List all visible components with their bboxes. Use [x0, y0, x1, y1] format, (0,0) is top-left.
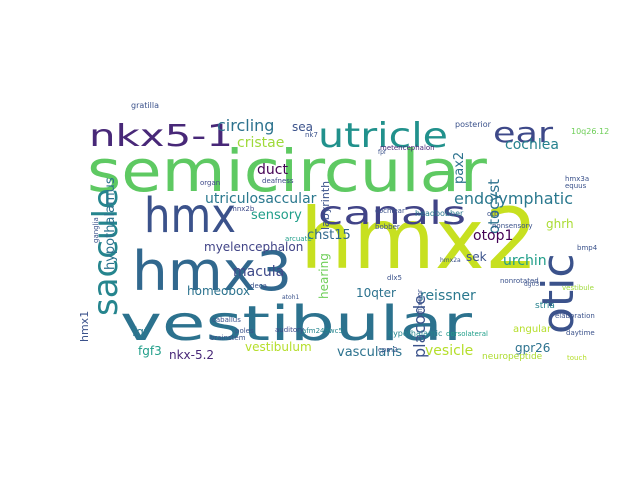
- cloud-word: touch: [567, 354, 587, 362]
- cloud-word: dorsolateral: [446, 330, 488, 338]
- cloud-word: caballus: [212, 316, 241, 324]
- cloud-word: otp: [487, 210, 499, 218]
- cloud-word: fpf: [378, 149, 387, 156]
- cloud-word: 10qter: [356, 286, 396, 300]
- cloud-word: hmx3: [132, 240, 293, 303]
- cloud-word: canals: [318, 194, 467, 232]
- cloud-word: posterior: [455, 120, 491, 129]
- cloud-word: hmx2a: [440, 257, 461, 264]
- cloud-word: auditory: [275, 326, 305, 334]
- cloud-word: vestibular: [120, 296, 473, 352]
- cloud-word: hearing: [317, 253, 331, 299]
- cloud-word: vascularis: [337, 345, 403, 360]
- cloud-word: macula: [233, 264, 285, 280]
- cloud-word: anterior: [416, 289, 424, 317]
- cloud-word: nkx5-1: [89, 119, 233, 154]
- cloud-word: atoh1: [282, 294, 300, 301]
- cloud-word: metencephalon: [380, 144, 435, 152]
- cloud-word: gratilla: [131, 101, 159, 110]
- cloud-word: ear: [493, 116, 553, 149]
- cloud-word: utriculosaccular: [205, 191, 317, 207]
- cloud-word: neuropeptide: [482, 352, 543, 362]
- cloud-word: deca: [250, 282, 267, 290]
- cloud-word: equus: [565, 182, 587, 190]
- cloud-word: angular: [513, 324, 552, 335]
- cloud-word: stria: [535, 301, 555, 311]
- cloud-word: deafness: [262, 177, 294, 185]
- cloud-word: myelencephalon: [204, 240, 304, 254]
- cloud-word: circling: [217, 116, 275, 135]
- cloud-word: nk7: [305, 131, 318, 139]
- cloud-word: hmx1: [78, 310, 91, 342]
- cloud-word: elaboration: [555, 312, 595, 320]
- cloud-word: bobber: [375, 223, 400, 231]
- cloud-word: urchin: [503, 253, 547, 269]
- cloud-word: cochlea: [505, 137, 559, 153]
- cloud-word: cpm2: [378, 346, 398, 354]
- cloud-word: gpr26: [515, 341, 551, 355]
- cloud-word: fgf: [132, 325, 149, 339]
- cloud-word: hypothalamus: [103, 177, 118, 270]
- cloud-word: duct: [257, 162, 288, 178]
- cloud-word: vestibulum: [245, 340, 312, 354]
- cloud-word: labyrinth: [319, 180, 332, 230]
- cloud-word: hmx3a: [565, 175, 590, 183]
- cloud-word: hmx2: [300, 190, 538, 288]
- cloud-word: 10q26.12: [571, 127, 610, 136]
- cloud-word: pax2: [452, 151, 467, 184]
- cloud-word: mnx2b: [230, 205, 255, 213]
- cloud-word: fgf3: [138, 344, 162, 358]
- cloud-word: afm249wc5: [302, 327, 343, 335]
- cloud-word: vestibule: [562, 284, 594, 292]
- cloud-word: otop1: [473, 228, 514, 244]
- cloud-word: nonsensory: [492, 222, 533, 230]
- cloud-word: headbobber: [415, 209, 464, 218]
- cloud-word: hypothalamic: [388, 329, 443, 338]
- cloud-word: sek: [466, 250, 487, 264]
- cloud-word: brainstem: [210, 334, 246, 342]
- cloud-word: cristae: [237, 135, 285, 151]
- cloud-word: daytime: [566, 329, 595, 337]
- cloud-word: endolymphatic: [454, 189, 574, 208]
- cloud-word: reissner: [420, 288, 476, 304]
- cloud-word: ganglia: [92, 217, 100, 243]
- cloud-word: cochlear: [375, 207, 405, 215]
- cloud-word: vesicle: [425, 343, 474, 359]
- cloud-word: sea: [292, 120, 313, 134]
- cloud-word: hmx: [144, 188, 236, 244]
- cloud-word: poles: [235, 327, 254, 335]
- cloud-word: bmp4: [577, 244, 598, 252]
- cloud-word: sensory: [251, 208, 302, 223]
- cloud-word: homeobox: [187, 284, 251, 298]
- cloud-word: semicircular: [87, 137, 487, 205]
- cloud-word: nonrotated: [500, 277, 539, 285]
- cloud-word: dlx5: [387, 274, 402, 282]
- cloud-word: utricle: [318, 116, 449, 156]
- cloud-word: arcuate: [285, 235, 312, 243]
- cloud-word: ghrh: [546, 217, 574, 231]
- cloud-word: chst15: [307, 228, 351, 243]
- cloud-word: dg03: [524, 281, 540, 288]
- cloud-word: nkx-5.2: [169, 348, 215, 362]
- cloud-word: organ: [200, 179, 221, 187]
